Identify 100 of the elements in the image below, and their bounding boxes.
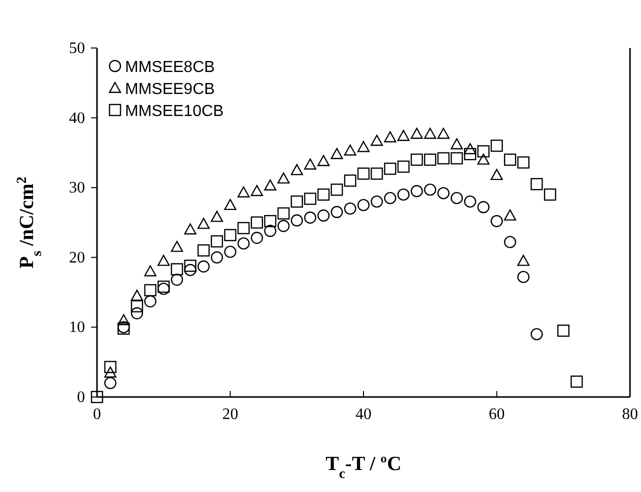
point: [464, 148, 476, 160]
y-tick-label: 50: [69, 40, 85, 57]
point: [490, 215, 503, 228]
point: [90, 390, 104, 404]
point: [224, 246, 236, 258]
point: [144, 265, 156, 276]
point: [317, 209, 330, 222]
point: [277, 172, 290, 184]
x-axis-title: T$_{c}$-T / ºC: [326, 453, 402, 482]
point: [450, 138, 463, 150]
point: [370, 168, 383, 180]
point: [277, 207, 290, 220]
point: [357, 141, 370, 152]
point: [237, 186, 250, 198]
point: [304, 212, 316, 224]
point: [224, 198, 236, 210]
x-tick-label: 80: [622, 406, 638, 423]
point: [504, 209, 516, 221]
point: [264, 215, 276, 228]
point: [344, 144, 356, 156]
point: [330, 148, 343, 160]
point: [198, 260, 210, 273]
point: [490, 140, 503, 152]
point: [277, 220, 290, 232]
point: [437, 152, 450, 164]
point: [544, 188, 556, 201]
legend-label: MMSEE10CB: [125, 103, 224, 120]
y-tick-label: 10: [69, 319, 85, 336]
point: [477, 201, 490, 214]
point: [344, 202, 356, 215]
point: [490, 168, 503, 180]
x-tick-label: 20: [222, 406, 238, 423]
point: [397, 188, 410, 201]
point: [557, 324, 570, 337]
point: [397, 160, 410, 173]
y-tick-label: 20: [69, 249, 85, 266]
point: [104, 360, 116, 374]
point: [130, 307, 144, 320]
point: [517, 270, 530, 284]
point: [158, 254, 170, 266]
point: [184, 223, 196, 234]
point: [170, 240, 184, 252]
point: [130, 290, 144, 301]
point: [290, 164, 303, 176]
x-tick-label: 60: [488, 406, 505, 423]
point: [118, 314, 130, 326]
point: [530, 328, 543, 340]
point: [424, 128, 436, 139]
point: [290, 195, 303, 208]
x-tick-label: 40: [356, 406, 372, 423]
point: [384, 162, 396, 175]
y-tick-label: 40: [69, 110, 85, 127]
point: [198, 244, 210, 257]
point: [384, 192, 396, 204]
point: [477, 154, 490, 165]
point: [330, 184, 343, 196]
point: [250, 232, 263, 244]
point: [477, 145, 490, 158]
point: [464, 195, 476, 208]
legend-label: MMSEE8CB: [125, 59, 215, 76]
point: [357, 168, 370, 180]
point: [250, 216, 263, 229]
point: [224, 228, 236, 242]
point: [104, 376, 116, 390]
point: [530, 178, 543, 190]
point: [170, 263, 184, 276]
point: [464, 143, 476, 154]
point: [344, 174, 356, 187]
point: [437, 187, 450, 200]
point: [437, 128, 450, 139]
y-tick-label: 0: [77, 389, 85, 406]
point: [410, 128, 423, 139]
point: [410, 154, 423, 166]
point: [104, 366, 116, 378]
point: [410, 184, 423, 198]
point: [517, 156, 530, 169]
point: [237, 222, 250, 234]
point: [290, 214, 303, 227]
point: [397, 130, 410, 141]
point: [370, 134, 383, 146]
point: [370, 195, 383, 208]
point: [210, 210, 224, 222]
point: [570, 376, 583, 388]
point: [130, 300, 144, 312]
point: [504, 154, 516, 166]
point: [144, 284, 156, 296]
point: [330, 206, 343, 218]
point: [264, 179, 276, 191]
legend-label: MMSEE9CB: [125, 81, 215, 98]
point: [184, 260, 196, 272]
point: [144, 295, 156, 308]
point: [210, 235, 224, 248]
point: [424, 184, 436, 196]
point: [237, 237, 250, 250]
point: [317, 154, 330, 166]
point: [250, 184, 263, 196]
point: [304, 158, 316, 170]
point: [304, 192, 316, 205]
point: [264, 224, 276, 237]
point: [357, 198, 370, 212]
